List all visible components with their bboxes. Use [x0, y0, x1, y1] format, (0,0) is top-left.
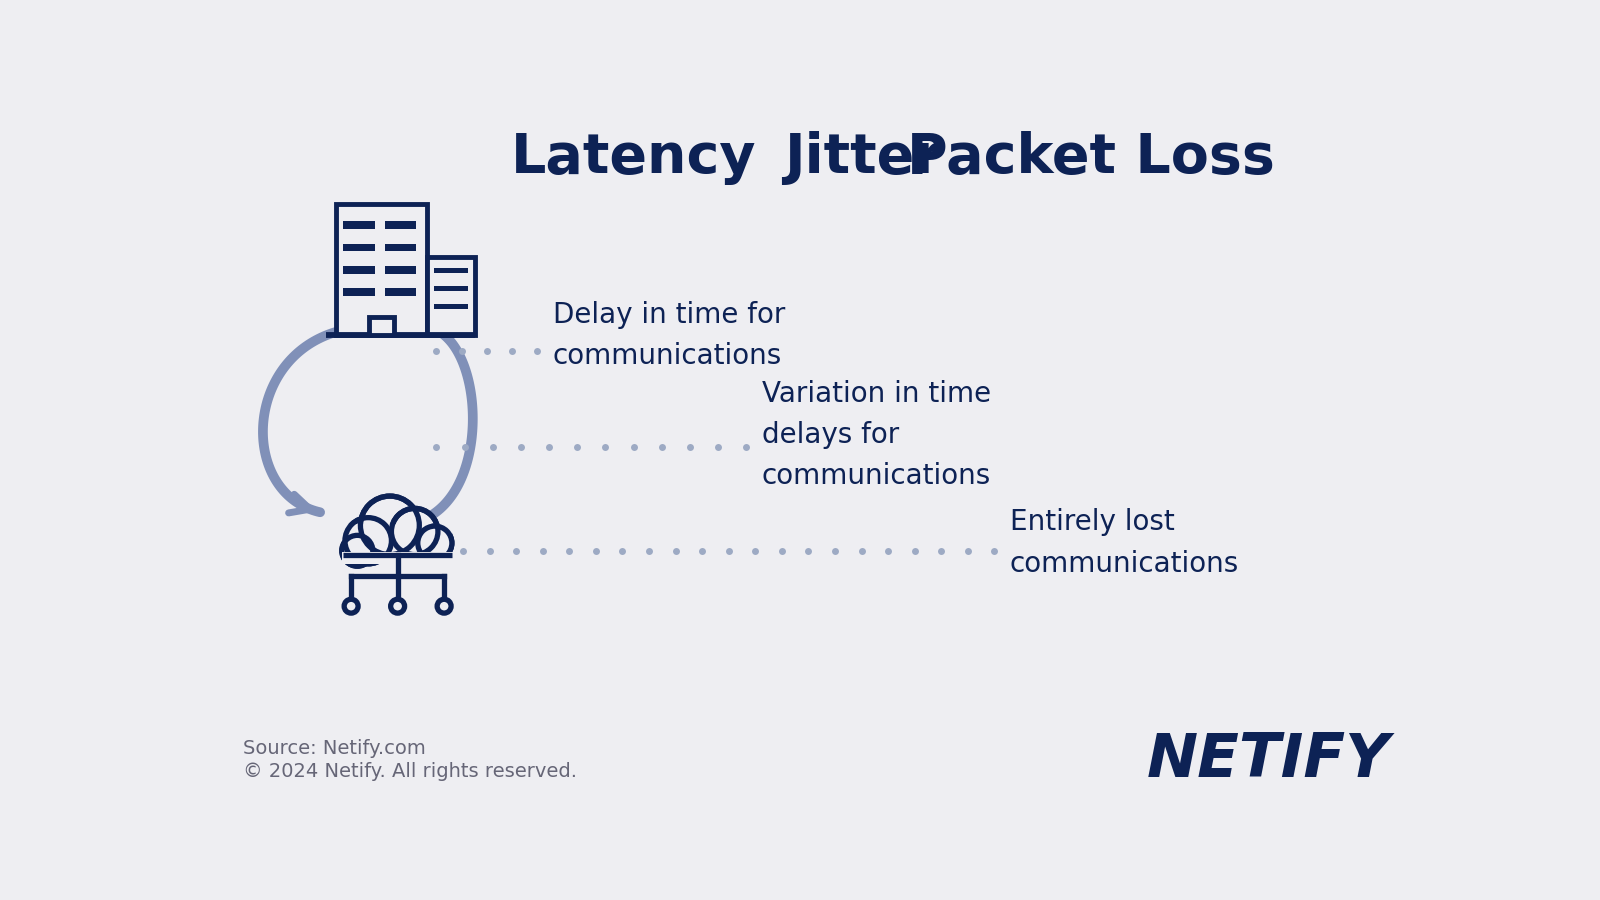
Text: NETIFY: NETIFY	[1146, 732, 1390, 790]
FancyBboxPatch shape	[368, 317, 394, 335]
Circle shape	[390, 599, 405, 613]
FancyBboxPatch shape	[344, 288, 374, 296]
FancyBboxPatch shape	[344, 266, 374, 274]
FancyBboxPatch shape	[386, 244, 416, 251]
Circle shape	[418, 526, 451, 560]
Text: Entirely lost
communications: Entirely lost communications	[1010, 508, 1238, 578]
FancyBboxPatch shape	[427, 256, 475, 335]
FancyBboxPatch shape	[342, 524, 451, 556]
FancyBboxPatch shape	[434, 268, 467, 274]
FancyBboxPatch shape	[336, 204, 427, 335]
FancyBboxPatch shape	[342, 553, 453, 563]
Text: Packet Loss: Packet Loss	[907, 131, 1275, 185]
Circle shape	[344, 599, 358, 613]
Text: Delay in time for
communications: Delay in time for communications	[552, 301, 786, 370]
Text: © 2024 Netify. All rights reserved.: © 2024 Netify. All rights reserved.	[243, 762, 576, 781]
Circle shape	[346, 518, 392, 563]
FancyBboxPatch shape	[434, 304, 467, 310]
FancyBboxPatch shape	[344, 221, 374, 230]
Circle shape	[360, 496, 419, 554]
Text: Latency: Latency	[512, 131, 757, 185]
FancyBboxPatch shape	[344, 244, 374, 251]
Text: Jitter: Jitter	[784, 131, 941, 185]
FancyBboxPatch shape	[434, 286, 467, 292]
Text: Source: Netify.com: Source: Netify.com	[243, 739, 426, 758]
FancyBboxPatch shape	[386, 288, 416, 296]
Circle shape	[342, 536, 373, 566]
Text: Variation in time
delays for
communications: Variation in time delays for communicati…	[762, 380, 990, 491]
Circle shape	[392, 508, 438, 554]
Circle shape	[437, 599, 451, 613]
FancyBboxPatch shape	[386, 221, 416, 230]
FancyBboxPatch shape	[386, 266, 416, 274]
